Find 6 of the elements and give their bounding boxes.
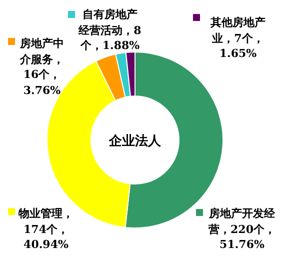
legend-label: 房地产中介服务，16个，3.76% <box>18 36 65 98</box>
text: 企业法人 <box>108 134 162 149</box>
legend-label: 房地产开发经营，220个，51.76% <box>208 206 276 252</box>
legend-label: 自有房地产经营活动，8个，1.88% <box>78 7 142 54</box>
legend-label: 其他房地产业，7个，1.65% <box>210 15 266 62</box>
legend-label: 物业管理，174个，40.94% <box>17 206 74 252</box>
